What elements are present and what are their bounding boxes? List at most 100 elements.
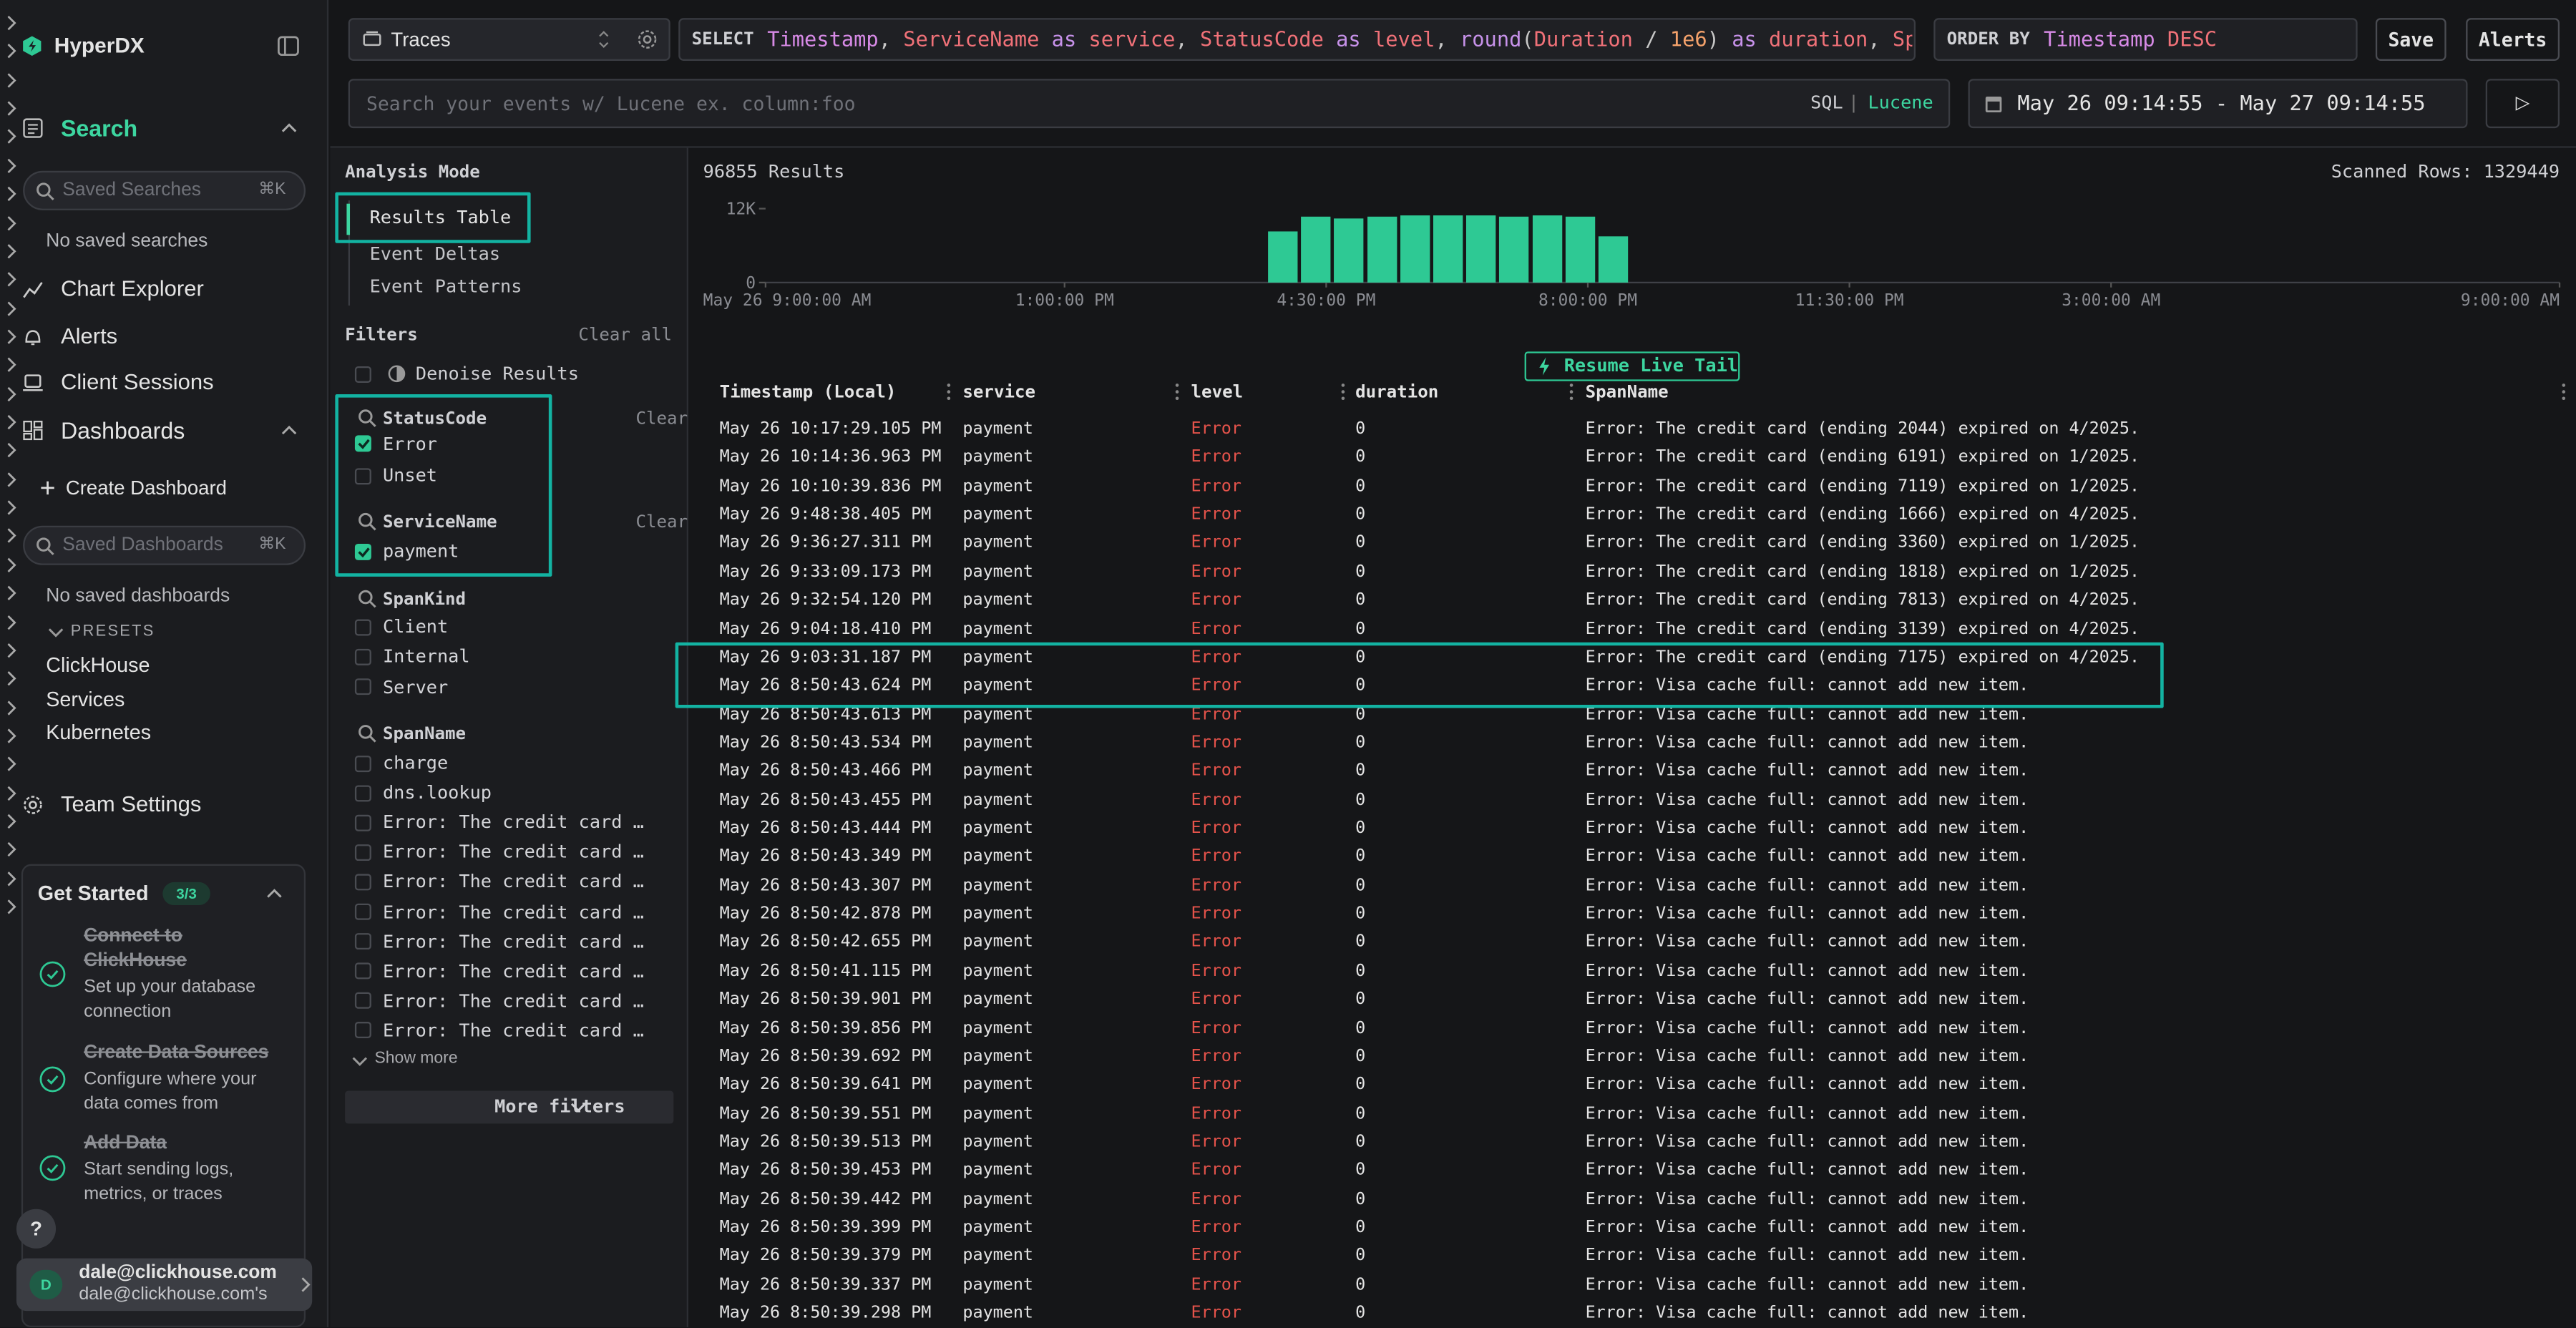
checkbox[interactable]	[355, 435, 371, 451]
filter-option[interactable]: Error: The credit card …	[383, 810, 644, 836]
filter-option[interactable]: Error: The credit card …	[383, 1018, 644, 1045]
table-cell: payment	[962, 645, 1033, 672]
table-cell: May 26 10:10:39.836 PM	[720, 474, 942, 501]
chevron-icon[interactable]	[6, 842, 16, 859]
filter-option[interactable]: Error: The credit card …	[383, 899, 644, 926]
chevron-icon[interactable]	[6, 414, 16, 431]
chevron-icon[interactable]	[6, 756, 16, 773]
checkbox[interactable]	[355, 648, 371, 665]
table-cell: Error	[1191, 588, 1241, 615]
filter-option[interactable]: Server	[383, 675, 448, 701]
nav-dashboards[interactable]: Dashboards	[61, 417, 185, 444]
chevron-icon[interactable]	[6, 899, 16, 915]
chevron-icon[interactable]	[6, 72, 16, 88]
step-description: Start sending logs, metrics, or traces	[84, 1158, 288, 1206]
chevron-icon[interactable]	[6, 243, 16, 260]
filter-option[interactable]: Error: The credit card …	[383, 959, 644, 985]
chevron-icon[interactable]	[6, 728, 16, 744]
checkbox[interactable]	[355, 904, 371, 920]
filter-option[interactable]: Client	[383, 615, 448, 641]
table-cell: 0	[1355, 703, 1365, 729]
preset-link[interactable]: Kubernetes	[46, 720, 151, 746]
chevron-icon[interactable]	[6, 699, 16, 716]
chevron-icon[interactable]	[6, 15, 16, 31]
filter-option[interactable]: dns.lookup	[383, 781, 492, 807]
table-cell: May 26 8:50:39.298 PM	[720, 1302, 932, 1327]
chevron-icon[interactable]	[6, 814, 16, 830]
chevron-icon[interactable]	[6, 670, 16, 687]
checkbox[interactable]	[355, 785, 371, 801]
table-cell: Error	[1191, 788, 1241, 814]
filter-option[interactable]: charge	[383, 751, 448, 777]
chevron-icon[interactable]	[6, 471, 16, 487]
chevron-icon[interactable]	[6, 271, 16, 288]
checkbox[interactable]	[355, 992, 371, 1009]
chevron-icon[interactable]	[6, 215, 16, 231]
chevron-icon[interactable]	[6, 129, 16, 145]
chevron-icon[interactable]	[6, 186, 16, 202]
checkbox[interactable]	[355, 963, 371, 980]
checkbox[interactable]	[355, 543, 371, 560]
preset-link[interactable]: ClickHouse	[46, 652, 150, 678]
filter-option[interactable]: Error	[383, 431, 437, 458]
preset-link[interactable]: Services	[46, 687, 125, 713]
filter-option[interactable]: Error: The credit card …	[383, 869, 644, 896]
chevron-icon[interactable]	[6, 157, 16, 174]
chevron-icon[interactable]	[6, 328, 16, 345]
chevron-icon[interactable]	[6, 44, 16, 60]
chevron-icon[interactable]	[6, 557, 16, 573]
table-cell: May 26 8:50:41.115 PM	[720, 959, 932, 985]
nav-icon	[23, 373, 43, 393]
checkbox[interactable]	[355, 814, 371, 831]
filter-clear[interactable]: Clear	[636, 406, 688, 432]
filter-option[interactable]: Unset	[383, 463, 437, 489]
nav-item[interactable]: Client Sessions	[61, 370, 214, 396]
chevron-icon[interactable]	[6, 442, 16, 459]
table-cell: 0	[1355, 588, 1365, 615]
checkbox[interactable]	[355, 933, 371, 949]
checkbox[interactable]	[355, 678, 371, 695]
chevron-icon[interactable]	[6, 499, 16, 516]
chevron-icon[interactable]	[6, 642, 16, 658]
chevron-icon[interactable]	[6, 357, 16, 374]
chevron-icon[interactable]	[6, 386, 16, 402]
chevron-icon[interactable]	[6, 100, 16, 117]
chevron-icon[interactable]	[6, 300, 16, 316]
step-description: Configure where your data comes from	[84, 1068, 288, 1115]
table-cell: Error: Visa cache full: cannot add new i…	[1586, 902, 2029, 929]
denoise-label[interactable]: Denoise Results	[416, 361, 579, 388]
create-dashboard[interactable]: Create Dashboard	[66, 475, 227, 502]
table-cell: Error: Visa cache full: cannot add new i…	[1586, 874, 2029, 900]
checkbox[interactable]	[355, 874, 371, 890]
show-more[interactable]: Show more	[374, 1047, 457, 1073]
search-icon	[358, 590, 376, 607]
checkbox[interactable]	[355, 1022, 371, 1039]
table-cell: 0	[1355, 417, 1365, 444]
table-cell: May 26 9:36:27.311 PM	[720, 532, 932, 558]
filter-clear[interactable]: Clear	[636, 509, 688, 536]
checkbox[interactable]	[355, 844, 371, 861]
checkbox[interactable]	[355, 366, 371, 383]
filter-option[interactable]: payment	[383, 539, 459, 565]
chevron-icon[interactable]	[6, 528, 16, 545]
search-icon	[358, 725, 376, 743]
table-cell: 0	[1355, 816, 1365, 843]
histogram-bar	[1599, 236, 1628, 283]
filter-option[interactable]: Error: The credit card …	[383, 929, 644, 956]
chevron-icon[interactable]	[6, 614, 16, 630]
x-tick-label: 11:30:00 PM	[1795, 291, 1904, 310]
filter-option[interactable]: Error: The credit card …	[383, 840, 644, 866]
nav-item[interactable]: Team Settings	[61, 792, 201, 819]
table-cell: May 26 9:03:31.187 PM	[720, 645, 932, 672]
filter-option[interactable]: Error: The credit card …	[383, 989, 644, 1015]
chevron-icon[interactable]	[6, 585, 16, 602]
button-label: More filters	[494, 1094, 625, 1120]
checkbox[interactable]	[355, 618, 371, 635]
table-cell: May 26 8:50:43.307 PM	[720, 874, 932, 900]
checkbox[interactable]	[355, 755, 371, 771]
column-header: level	[1191, 379, 1244, 406]
chevron-icon[interactable]	[6, 785, 16, 801]
filter-option[interactable]: Internal	[383, 645, 470, 671]
checkbox[interactable]	[355, 467, 371, 484]
chevron-icon[interactable]	[6, 870, 16, 887]
